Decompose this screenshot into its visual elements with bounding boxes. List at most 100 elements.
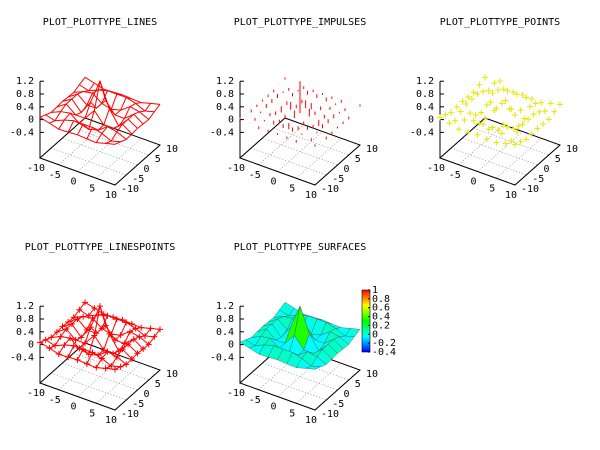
z-tick-label: 0 — [28, 340, 34, 351]
point — [528, 131, 535, 137]
point — [513, 91, 520, 98]
point — [459, 98, 466, 105]
point — [480, 121, 487, 128]
point — [97, 303, 103, 310]
surface-line — [105, 103, 152, 144]
point — [119, 316, 126, 323]
point — [523, 94, 530, 101]
point — [498, 100, 505, 107]
z-tick-label: 0.8 — [16, 89, 34, 100]
y-tick-label: -10 — [321, 409, 339, 420]
chart-title: PLOT_PLOTTYPE_LINES — [43, 17, 157, 28]
y-tick-label: 0 — [344, 389, 350, 400]
x-tick-label: 10 — [105, 415, 117, 426]
point — [128, 320, 135, 327]
y-tick-label: 10 — [366, 369, 378, 380]
x-tick-label: -10 — [227, 388, 245, 399]
point — [468, 95, 475, 102]
point — [104, 348, 111, 355]
point — [113, 316, 120, 323]
z-tick-label: 1.2 — [416, 76, 434, 87]
point — [534, 125, 541, 132]
surface-patch — [305, 365, 322, 370]
grid-line — [62, 137, 138, 166]
floor-border — [439, 117, 561, 186]
floor-border — [39, 342, 161, 411]
colorbar-tick-label: 0.6 — [372, 303, 390, 314]
colorbar-tick-label: -0.4 — [372, 347, 396, 358]
z-tick-label: 0.4 — [416, 102, 434, 113]
z-tick-label: 0.4 — [16, 327, 34, 338]
grid-line — [258, 349, 305, 391]
chart-title: PLOT_PLOTTYPE_IMPULSES — [234, 17, 366, 28]
point — [46, 345, 53, 352]
point — [110, 314, 117, 321]
point — [55, 351, 62, 358]
point — [100, 346, 107, 353]
z-tick-label: 1.2 — [216, 76, 234, 87]
y-tick-label: 0 — [144, 389, 150, 400]
point — [470, 117, 477, 124]
point — [89, 349, 96, 356]
point — [80, 313, 87, 320]
point — [80, 346, 87, 353]
point — [489, 90, 496, 97]
grid-line — [451, 147, 527, 176]
chart-title: PLOT_PLOTTYPE_LINESPOINTS — [25, 242, 176, 253]
point — [82, 340, 88, 347]
point — [512, 141, 518, 148]
point — [95, 352, 102, 359]
z-tick-label: 1.2 — [16, 301, 34, 312]
z-tick-label: 0 — [28, 115, 34, 126]
grid-line — [62, 362, 138, 391]
surface-line — [77, 80, 123, 136]
z-tick-label: -0.4 — [410, 127, 434, 138]
x-tick-label: 10 — [305, 415, 317, 426]
point — [467, 110, 473, 117]
y-tick-label: 0 — [344, 164, 350, 175]
point — [557, 101, 563, 108]
floor-border — [239, 117, 361, 186]
surface-line — [114, 104, 161, 145]
point — [138, 324, 145, 331]
x-tick-label: -10 — [227, 163, 245, 174]
y-tick-label: 10 — [166, 369, 178, 380]
point — [95, 311, 102, 318]
floor-border — [39, 117, 161, 186]
point — [497, 78, 503, 85]
point — [495, 127, 502, 134]
z-tick-label: 0 — [228, 115, 234, 126]
point — [117, 332, 124, 339]
point — [491, 80, 498, 87]
point — [540, 121, 547, 127]
point — [87, 324, 94, 331]
point — [37, 339, 43, 346]
point — [483, 101, 490, 108]
point — [151, 333, 158, 340]
z-tick-label: 0.4 — [216, 102, 234, 113]
point — [108, 363, 115, 370]
x-tick-label: -10 — [27, 388, 45, 399]
point — [82, 299, 88, 306]
y-tick-label: 10 — [566, 144, 578, 155]
grid-line — [58, 124, 105, 166]
z-tick-label: -0.4 — [10, 127, 34, 138]
y-tick-label: -10 — [321, 184, 339, 195]
point — [517, 138, 524, 145]
surface-line — [58, 88, 104, 130]
point — [102, 365, 109, 372]
point — [93, 330, 100, 337]
x-tick-label: 5 — [489, 183, 495, 194]
point — [470, 89, 477, 96]
point — [551, 108, 558, 115]
point — [157, 326, 163, 333]
point — [119, 346, 126, 353]
z-tick-label: 0.8 — [216, 314, 234, 325]
point — [483, 135, 490, 142]
point — [123, 361, 130, 368]
point — [117, 363, 124, 370]
z-tick-label: 0 — [428, 115, 434, 126]
point — [474, 90, 481, 97]
point — [83, 360, 90, 367]
point — [525, 116, 532, 123]
